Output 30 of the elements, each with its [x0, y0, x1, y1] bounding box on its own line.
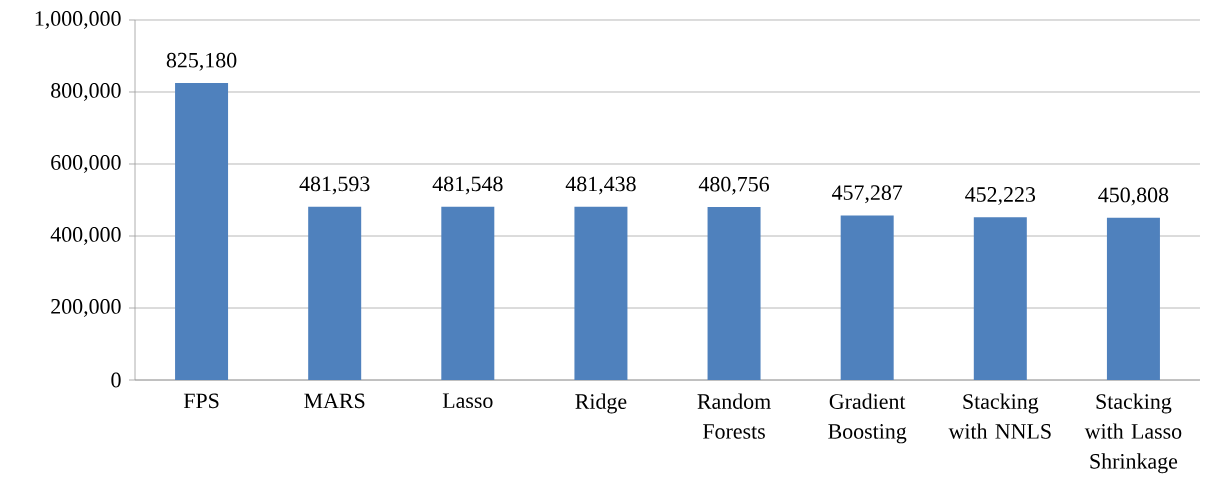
data-label: 481,593 [299, 176, 370, 195]
bar [707, 206, 761, 380]
data-label: 452,223 [965, 187, 1036, 205]
data-label: 480,756 [698, 176, 770, 195]
x-tick-label: MARS [304, 393, 365, 409]
y-tick-label: 400,000 [50, 227, 121, 245]
y-tick-label: 600,000 [51, 155, 121, 173]
x-tick-label: Ridge [575, 393, 627, 414]
bar [441, 206, 495, 380]
data-label: 450,808 [1098, 187, 1169, 206]
y-tick-label: 800,000 [51, 83, 121, 101]
x-tick-label: Stacking with NNLS [948, 393, 1051, 439]
bar [574, 206, 628, 380]
y-tick-label: 0 [111, 372, 121, 388]
x-tick-label: Gradient Boosting [828, 393, 907, 444]
x-tick-label: Lasso [442, 393, 493, 409]
data-label: 481,548 [432, 176, 503, 195]
bar [973, 217, 1027, 380]
y-tick-label: 1,000,000 [35, 11, 121, 29]
data-label: 481,438 [565, 176, 636, 195]
data-label: 825,180 [166, 52, 237, 71]
bar [1106, 217, 1160, 380]
bar [840, 215, 894, 380]
bar [308, 206, 362, 380]
bar [175, 82, 229, 380]
x-tick-label: Stacking with Lasso Shrinkage [1084, 393, 1182, 474]
x-tick-label: FPS [183, 393, 219, 409]
y-tick-label: 200,000 [51, 299, 121, 317]
x-tick-label: Random Forests [697, 393, 771, 439]
data-label: 457,287 [831, 185, 903, 204]
